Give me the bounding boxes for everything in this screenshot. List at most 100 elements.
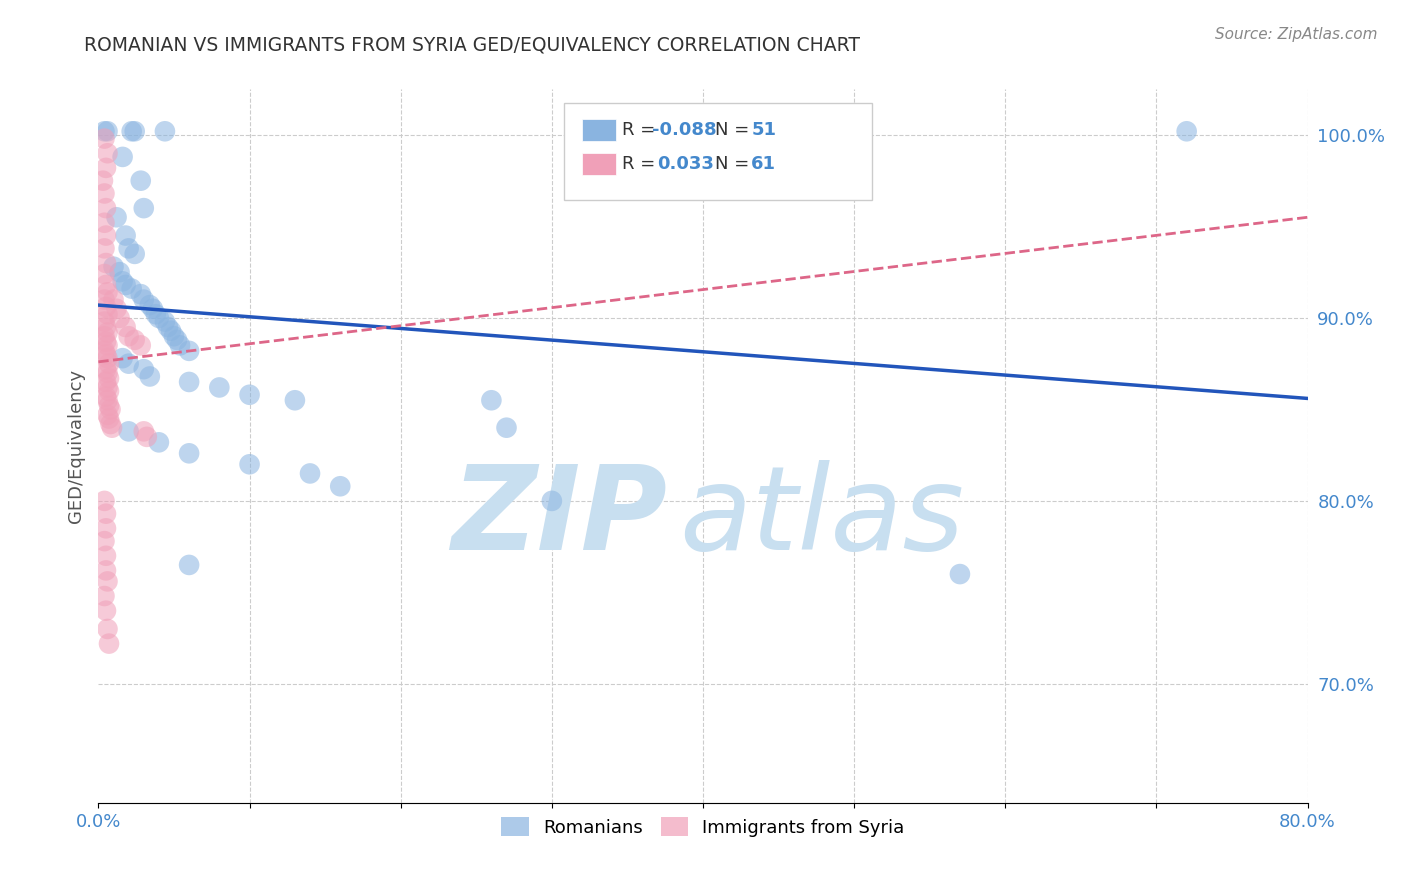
- Text: ROMANIAN VS IMMIGRANTS FROM SYRIA GED/EQUIVALENCY CORRELATION CHART: ROMANIAN VS IMMIGRANTS FROM SYRIA GED/EQ…: [84, 36, 860, 54]
- Point: [93, 589, 115, 603]
- Point: [96, 338, 118, 352]
- Point: [284, 393, 307, 408]
- Point: [160, 324, 183, 338]
- Point: [93, 267, 115, 281]
- Point: [495, 420, 517, 434]
- Point: [96, 622, 118, 636]
- Point: [121, 282, 143, 296]
- Point: [94, 549, 117, 563]
- Point: [94, 390, 117, 404]
- Text: Source: ZipAtlas.com: Source: ZipAtlas.com: [1215, 27, 1378, 42]
- FancyBboxPatch shape: [582, 153, 616, 175]
- Point: [118, 329, 141, 343]
- Point: [685, 124, 707, 138]
- Point: [98, 637, 121, 651]
- Point: [1175, 124, 1198, 138]
- Point: [118, 357, 141, 371]
- Point: [118, 241, 141, 255]
- Point: [111, 351, 134, 366]
- Point: [100, 417, 122, 431]
- Point: [105, 211, 128, 225]
- Point: [94, 320, 117, 334]
- Point: [94, 347, 117, 361]
- Point: [96, 408, 118, 422]
- Point: [93, 216, 115, 230]
- Point: [132, 201, 155, 215]
- Point: [139, 369, 162, 384]
- Point: [93, 241, 115, 255]
- Point: [239, 388, 262, 402]
- Point: [114, 228, 136, 243]
- Point: [98, 371, 121, 385]
- Point: [94, 521, 117, 535]
- Point: [93, 293, 115, 307]
- Point: [156, 320, 179, 334]
- Text: -0.088: -0.088: [652, 121, 717, 139]
- Point: [135, 430, 157, 444]
- Point: [129, 338, 152, 352]
- Point: [93, 131, 115, 145]
- Point: [91, 174, 114, 188]
- Point: [163, 329, 186, 343]
- Point: [101, 420, 124, 434]
- Text: N =: N =: [716, 121, 755, 139]
- Point: [145, 307, 167, 321]
- Point: [166, 333, 188, 347]
- Point: [108, 265, 131, 279]
- Point: [169, 338, 191, 352]
- Point: [105, 301, 128, 316]
- Text: ZIP: ZIP: [451, 460, 666, 574]
- Point: [96, 380, 118, 394]
- Point: [96, 366, 118, 380]
- Point: [132, 425, 155, 439]
- Point: [93, 534, 115, 549]
- Point: [129, 287, 152, 301]
- Text: R =: R =: [621, 155, 666, 173]
- Point: [96, 574, 118, 589]
- Point: [93, 315, 115, 329]
- Point: [98, 411, 121, 425]
- Y-axis label: GED/Equivalency: GED/Equivalency: [66, 369, 84, 523]
- Point: [153, 124, 176, 138]
- Point: [148, 310, 170, 325]
- Legend: Romanians, Immigrants from Syria: Romanians, Immigrants from Syria: [495, 810, 911, 844]
- Point: [93, 329, 115, 343]
- Point: [94, 256, 117, 270]
- Point: [124, 124, 146, 138]
- Point: [129, 174, 152, 188]
- Point: [139, 298, 162, 312]
- Point: [96, 146, 118, 161]
- Text: N =: N =: [716, 155, 755, 173]
- Point: [96, 351, 118, 366]
- Point: [481, 393, 503, 408]
- Point: [94, 375, 117, 389]
- Point: [239, 458, 262, 472]
- Point: [299, 467, 322, 481]
- Point: [94, 277, 117, 292]
- Point: [96, 326, 118, 340]
- Point: [94, 334, 117, 349]
- FancyBboxPatch shape: [582, 120, 616, 141]
- Point: [94, 201, 117, 215]
- Point: [98, 384, 121, 398]
- Point: [179, 375, 201, 389]
- Point: [94, 563, 117, 577]
- Point: [96, 124, 118, 138]
- Point: [98, 357, 121, 371]
- Text: R =: R =: [621, 121, 661, 139]
- Point: [142, 301, 165, 316]
- Point: [108, 310, 131, 325]
- Point: [96, 307, 118, 321]
- Point: [94, 228, 117, 243]
- Point: [94, 362, 117, 376]
- Point: [93, 494, 115, 508]
- Point: [132, 362, 155, 376]
- Point: [111, 274, 134, 288]
- Point: [103, 260, 125, 274]
- Point: [540, 494, 562, 508]
- Text: 0.033: 0.033: [657, 155, 714, 173]
- Point: [96, 393, 118, 408]
- Point: [98, 399, 121, 413]
- Point: [93, 186, 115, 201]
- Point: [111, 150, 134, 164]
